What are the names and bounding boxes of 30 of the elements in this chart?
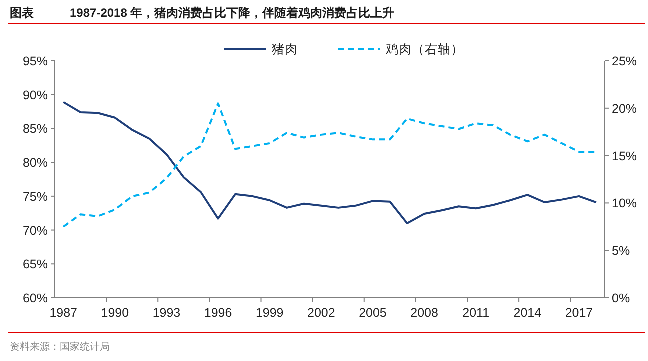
y-tick-label: 80%	[22, 156, 48, 170]
x-tick-label: 2005	[359, 306, 387, 320]
legend-label: 猪肉	[272, 42, 298, 56]
y-tick-label: 85%	[22, 122, 48, 136]
y2-tick-label: 25%	[612, 54, 638, 68]
y-tick-label: 65%	[22, 258, 48, 272]
text: 资料来源：国家统计局	[10, 341, 110, 353]
y-tick-label: 60%	[22, 292, 48, 306]
x-tick-label: 2011	[462, 306, 490, 320]
y2-tick-label: 5%	[612, 244, 630, 258]
chart-title: 1987-2018 年，猪肉消费占比下降，伴随着鸡肉消费占比上升	[70, 6, 395, 20]
x-tick-label: 1990	[101, 306, 130, 320]
x-tick-label: 2014	[514, 306, 542, 320]
legend-label: 鸡肉（右轴）	[385, 42, 464, 56]
y-tick-label: 75%	[22, 190, 48, 204]
x-tick-label: 1999	[256, 306, 284, 320]
y-tick-label: 90%	[22, 88, 48, 102]
x-tick-label: 1996	[204, 306, 232, 320]
y2-tick-label: 0%	[612, 292, 630, 306]
x-tick-label: 2008	[410, 306, 438, 320]
y2-tick-label: 10%	[612, 196, 638, 211]
y-tick-label: 95%	[22, 54, 48, 68]
text: 图表	[10, 6, 35, 20]
x-tick-label: 1993	[152, 306, 181, 320]
y-tick-label: 70%	[22, 224, 48, 238]
y2-tick-label: 20%	[612, 102, 638, 116]
x-tick-label: 2002	[308, 306, 336, 320]
x-tick-label: 2017	[565, 306, 594, 320]
y2-tick-label: 15%	[612, 149, 638, 164]
x-tick-label: 1987	[50, 306, 78, 320]
